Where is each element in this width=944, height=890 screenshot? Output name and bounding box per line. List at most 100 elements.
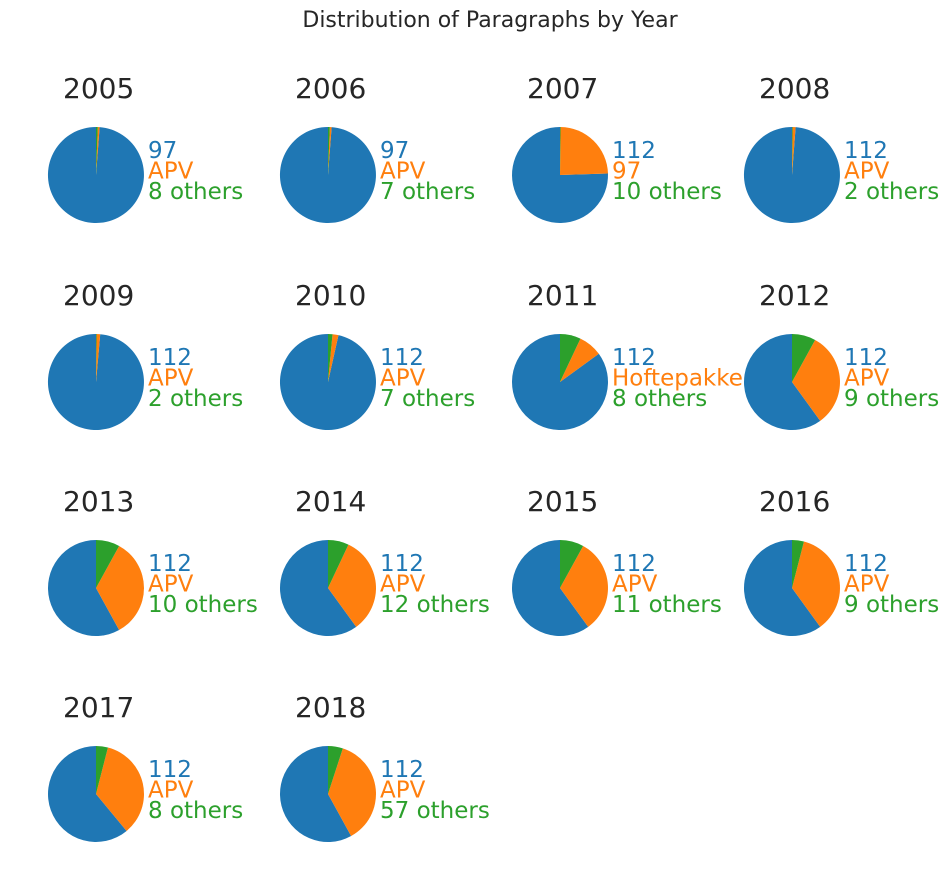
pie-legend-label: APV	[148, 366, 194, 392]
pie-slice-second	[96, 334, 101, 382]
pie-legend-label: 7 others	[380, 179, 475, 205]
pie-legend-label: 9 others	[844, 386, 939, 412]
pie-slice-others	[328, 334, 333, 382]
pie-legend-label: 8 others	[148, 798, 243, 824]
pie-legend-label: 10 others	[148, 592, 258, 618]
pie-slice-second	[96, 127, 100, 175]
pie-legend-label: 2 others	[148, 386, 243, 412]
pie-year-label: 2008	[759, 72, 830, 105]
chart-title: Distribution of Paragraphs by Year	[302, 8, 678, 33]
pie-slice-second	[96, 545, 144, 631]
pie-year-label: 2007	[527, 72, 598, 105]
pie-slice-first	[279, 126, 376, 223]
pie-year-label: 2018	[295, 691, 366, 724]
pie-slice-others	[792, 334, 816, 382]
pie-legend-label: 112	[380, 345, 424, 371]
pie-legend-label: APV	[380, 159, 426, 185]
pie-slice-others	[96, 746, 108, 794]
pie-legend-label: APV	[844, 572, 890, 598]
pie-legend-label: 112	[148, 551, 192, 577]
pie-slice-first	[279, 746, 352, 842]
pie-legend-label: 112	[844, 138, 888, 164]
pie-slice-others	[560, 334, 581, 382]
pie-slice-others	[328, 746, 343, 794]
pie-slice-second	[560, 127, 608, 175]
pie-legend-label: 112	[148, 345, 192, 371]
pie-slice-second	[792, 339, 840, 421]
pie-slice-first	[47, 540, 120, 636]
pie-slice-second	[96, 747, 144, 831]
pie-slice-second	[328, 544, 376, 627]
pie-legend-label: APV	[148, 778, 194, 804]
pie-year-label: 2005	[63, 72, 134, 105]
pie-legend-label: 112	[380, 551, 424, 577]
pie-legend-label: APV	[148, 159, 194, 185]
pie-legend-label: 10 others	[612, 179, 722, 205]
pie-slice-second	[328, 334, 339, 382]
pie-legend-label: 97	[612, 159, 641, 185]
pie-slice-first	[511, 334, 608, 430]
pie-slice-others	[96, 540, 120, 588]
pie-slice-first	[279, 333, 376, 430]
pie-slice-first	[47, 333, 144, 430]
pie-legend-label: 7 others	[380, 386, 475, 412]
pie-slice-second	[792, 127, 796, 175]
pie-legend-label: 112	[612, 138, 656, 164]
pie-slice-second	[328, 748, 376, 837]
pie-slice-others	[560, 126, 561, 175]
pie-slice-others	[792, 540, 804, 588]
pie-slice-first	[743, 126, 840, 223]
pie-legend-label: 112	[844, 345, 888, 371]
pie-year-label: 2017	[63, 691, 134, 724]
pie-slice-others	[328, 540, 349, 588]
pie-year-label: 2006	[295, 72, 366, 105]
pie-slice-second	[328, 127, 332, 175]
pie-slice-first	[47, 746, 127, 842]
pie-year-label: 2014	[295, 485, 366, 518]
pie-legend-label: 97	[148, 138, 177, 164]
pie-legend-label: APV	[844, 159, 890, 185]
pie-slice-second	[792, 541, 840, 627]
pie-slice-first	[512, 127, 609, 223]
pie-slice-others	[560, 540, 584, 588]
pie-slice-others	[328, 126, 330, 175]
pie-legend-label: 112	[380, 757, 424, 783]
pie-slice-first	[47, 126, 144, 223]
pie-year-label: 2009	[63, 279, 134, 312]
pie-legend-label: Hoftepakke	[612, 366, 743, 392]
pie-legend-label: 97	[380, 138, 409, 164]
pie-legend-label: 112	[148, 757, 192, 783]
pie-legend-label: 112	[844, 551, 888, 577]
pie-legend-label: 11 others	[612, 592, 722, 618]
pie-year-label: 2012	[759, 279, 830, 312]
pie-year-label: 2016	[759, 485, 830, 518]
pie-slice-second	[560, 338, 599, 382]
pie-slice-others	[96, 126, 98, 175]
pie-slice-first	[279, 540, 357, 636]
pie-slice-second	[560, 545, 608, 627]
pie-legend-label: APV	[844, 366, 890, 392]
pie-slice-first	[743, 540, 821, 637]
pie-legend-label: 2 others	[844, 179, 939, 205]
pie-legend-label: APV	[148, 572, 194, 598]
pie-legend-label: 57 others	[380, 798, 490, 824]
pie-legend-label: APV	[380, 778, 426, 804]
pie-legend-label: 8 others	[148, 179, 243, 205]
pie-legend-label: APV	[612, 572, 658, 598]
pie-year-label: 2013	[63, 485, 134, 518]
pie-legend-label: 8 others	[612, 386, 707, 412]
pie-legend-label: APV	[380, 366, 426, 392]
pie-legend-label: 112	[612, 345, 656, 371]
